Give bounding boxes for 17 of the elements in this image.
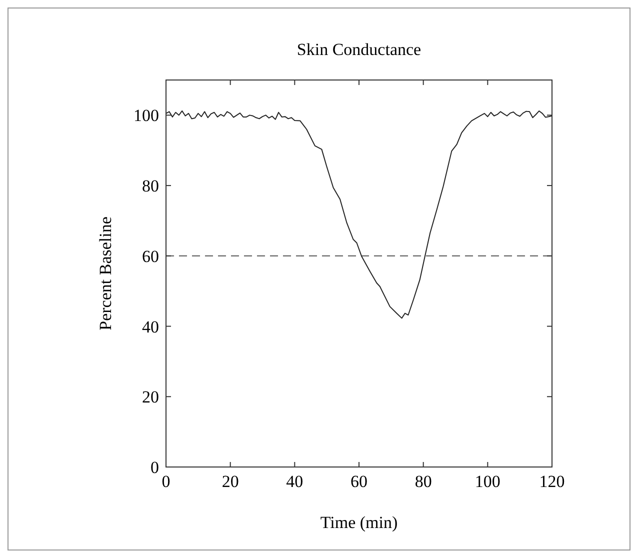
y-tick-label: 60	[142, 246, 159, 266]
x-axis-title: Time (min)	[320, 513, 398, 532]
y-tick-label: 40	[142, 317, 159, 336]
y-axis-title: Percent Baseline	[96, 216, 115, 330]
x-tick-label: 100	[474, 472, 500, 491]
y-tick-label: 0	[150, 458, 159, 477]
line-series	[166, 110, 552, 319]
y-tick-label: 100	[134, 106, 159, 126]
x-tick-label: 80	[414, 472, 432, 491]
x-tick-label: 0	[162, 472, 170, 491]
x-tick-label: 40	[286, 472, 304, 491]
x-tick-label: 120	[539, 472, 565, 491]
x-tick-label: 20	[222, 472, 239, 491]
chart-title: Skin Conductance	[296, 40, 422, 59]
x-tick-label: 60	[350, 472, 368, 491]
y-tick-label: 80	[142, 176, 159, 196]
y-tick-label: 20	[142, 388, 159, 407]
